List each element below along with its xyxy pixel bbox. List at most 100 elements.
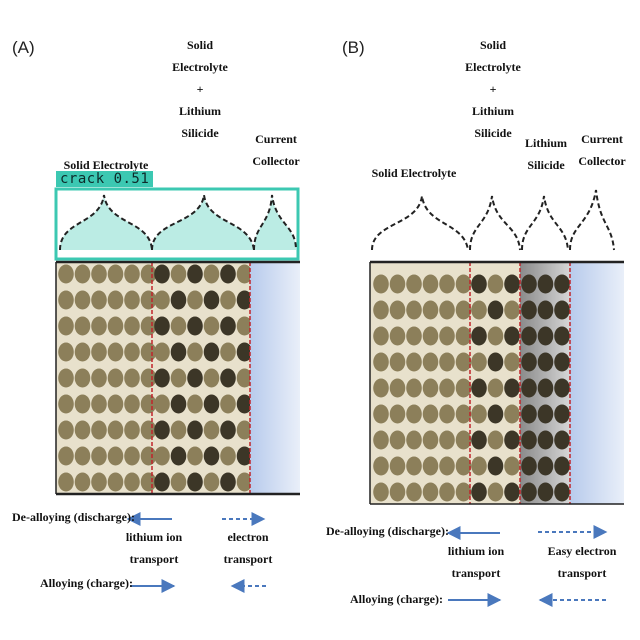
mixed-particle xyxy=(170,420,187,440)
silicide-particle xyxy=(521,404,537,424)
mixed-particle xyxy=(471,482,487,502)
panel-a-cell xyxy=(55,260,300,496)
mixed-particle xyxy=(236,264,253,284)
electrolyte-particle xyxy=(439,378,455,398)
mixed-particle xyxy=(236,472,253,492)
silicide-particle xyxy=(554,482,570,502)
electrolyte-particle xyxy=(74,264,91,284)
electrolyte-particle xyxy=(439,404,455,424)
electrolyte-particle xyxy=(74,342,91,362)
mixed-particle xyxy=(203,420,220,440)
electrolyte-particle xyxy=(373,300,389,320)
mixed-particle xyxy=(471,326,487,346)
silicide-particle xyxy=(521,482,537,502)
panel-b-dealloying-label: De-alloying (discharge): xyxy=(326,524,449,538)
electrolyte-particle xyxy=(422,456,439,476)
electrolyte-particle xyxy=(107,368,124,388)
mixed-particle xyxy=(236,316,253,336)
electrolyte-particle xyxy=(58,472,74,492)
mixed-particle xyxy=(187,420,203,440)
panel-a-mixed-particles xyxy=(154,264,253,492)
electrolyte-particle xyxy=(439,352,455,372)
panel-a-header-mixed: Solid Electrolyte + Lithium Silicide xyxy=(172,38,228,140)
electrolyte-particle xyxy=(107,290,124,310)
electrolyte-particle xyxy=(406,352,422,372)
electrolyte-particle xyxy=(140,264,157,284)
electrolyte-particle xyxy=(74,472,91,492)
electrolyte-particle xyxy=(58,316,74,336)
silicide-particle xyxy=(554,430,570,450)
electrolyte-particle xyxy=(455,300,472,320)
electrolyte-particle xyxy=(107,472,124,492)
electrolyte-particle xyxy=(389,378,406,398)
electrolyte-particle xyxy=(140,368,157,388)
silicide-particle xyxy=(521,326,537,346)
detection-box xyxy=(54,187,300,261)
electrolyte-particle xyxy=(107,264,124,284)
electrolyte-particle xyxy=(107,420,124,440)
electrolyte-particle xyxy=(389,274,406,294)
electrolyte-particle xyxy=(91,316,107,336)
electrolyte-particle xyxy=(124,342,140,362)
panel-a-header-electrolyte: Solid Electrolyte xyxy=(63,158,149,172)
panel-a-collector xyxy=(250,262,300,494)
electrolyte-particle xyxy=(373,378,389,398)
silicide-particle xyxy=(537,378,554,398)
brace-a1 xyxy=(59,194,153,251)
electrolyte-particle xyxy=(455,378,472,398)
electrolyte-particle xyxy=(455,430,472,450)
mixed-particle xyxy=(170,290,187,310)
mixed-particle xyxy=(187,342,203,362)
mixed-particle xyxy=(504,326,520,346)
silicide-particle xyxy=(554,404,570,424)
silicide-particle xyxy=(554,352,570,372)
mixed-particle xyxy=(471,404,487,424)
electrolyte-particle xyxy=(124,290,140,310)
silicide-particle xyxy=(537,456,554,476)
electrolyte-particle xyxy=(422,430,439,450)
panel-b-cell xyxy=(369,260,624,505)
electrolyte-particle xyxy=(406,326,422,346)
electrolyte-particle xyxy=(406,456,422,476)
electrolyte-particle xyxy=(389,352,406,372)
electrolyte-particle xyxy=(406,378,422,398)
mixed-particle xyxy=(154,264,170,284)
mixed-particle xyxy=(487,404,504,424)
mixed-particle xyxy=(154,342,170,362)
mixed-particle xyxy=(504,482,520,502)
electrolyte-particle xyxy=(124,446,140,466)
electrolyte-particle xyxy=(74,394,91,414)
mixed-particle xyxy=(203,368,220,388)
electrolyte-particle xyxy=(107,394,124,414)
electrolyte-particle xyxy=(58,420,74,440)
mixed-particle xyxy=(487,274,504,294)
silicide-particle xyxy=(537,482,554,502)
mixed-particle xyxy=(236,342,253,362)
electrolyte-particle xyxy=(439,456,455,476)
electrolyte-particle xyxy=(389,456,406,476)
mixed-particle xyxy=(504,378,520,398)
silicide-particle xyxy=(537,352,554,372)
silicide-particle xyxy=(537,430,554,450)
electrolyte-particle xyxy=(91,290,107,310)
panel-a-braces xyxy=(59,194,297,251)
electrolyte-particle xyxy=(58,264,74,284)
panel-a-electron-label: electron transport xyxy=(223,530,273,566)
silicide-particle xyxy=(537,274,554,294)
silicide-particle xyxy=(521,378,537,398)
mixed-particle xyxy=(203,316,220,336)
silicide-particle xyxy=(521,456,537,476)
panel-a-header-collector: Current Collector xyxy=(252,132,300,168)
mixed-particle xyxy=(154,420,170,440)
electrolyte-particle xyxy=(373,482,389,502)
electrolyte-particle xyxy=(124,394,140,414)
detection-tag: crack 0.51 xyxy=(56,171,154,187)
electrolyte-particle xyxy=(373,456,389,476)
panel-b-lithium-ion-label: lithium ion transport xyxy=(447,544,505,580)
mixed-particle xyxy=(154,394,170,414)
silicide-particle xyxy=(537,404,554,424)
electrolyte-particle xyxy=(91,264,107,284)
mixed-particle xyxy=(203,264,220,284)
mixed-particle xyxy=(487,300,504,320)
